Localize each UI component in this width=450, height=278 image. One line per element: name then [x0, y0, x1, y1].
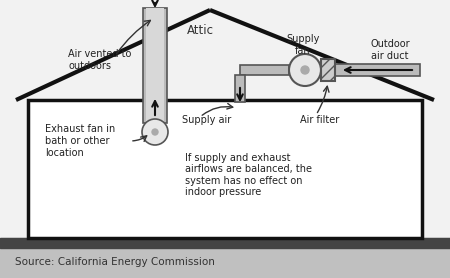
Text: Supply
fan: Supply fan: [286, 34, 320, 56]
Text: Exhaust fan in
bath or other
location: Exhaust fan in bath or other location: [45, 124, 115, 158]
Text: Supply air: Supply air: [182, 115, 231, 125]
Text: Outdoor
air duct: Outdoor air duct: [370, 39, 410, 61]
Bar: [0, 238, 450, 248]
Bar: [240, 65, 289, 75]
Text: If supply and exhaust
airflows are balanced, the
system has no effect on
indoor : If supply and exhaust airflows are balan…: [185, 153, 312, 197]
Text: Air filter: Air filter: [300, 115, 339, 125]
Bar: [0, 238, 450, 278]
Text: Attic: Attic: [186, 24, 213, 36]
Text: Source: California Energy Commission: Source: California Energy Commission: [15, 257, 215, 267]
Circle shape: [301, 66, 309, 74]
Bar: [235, 75, 245, 102]
Bar: [143, 8, 167, 123]
Text: Air vented to
outdoors: Air vented to outdoors: [68, 49, 131, 71]
Bar: [321, 59, 335, 81]
Bar: [28, 100, 422, 238]
Circle shape: [289, 54, 321, 86]
Circle shape: [142, 119, 168, 145]
Circle shape: [152, 129, 158, 135]
Bar: [335, 64, 420, 76]
Bar: [146, 8, 164, 123]
